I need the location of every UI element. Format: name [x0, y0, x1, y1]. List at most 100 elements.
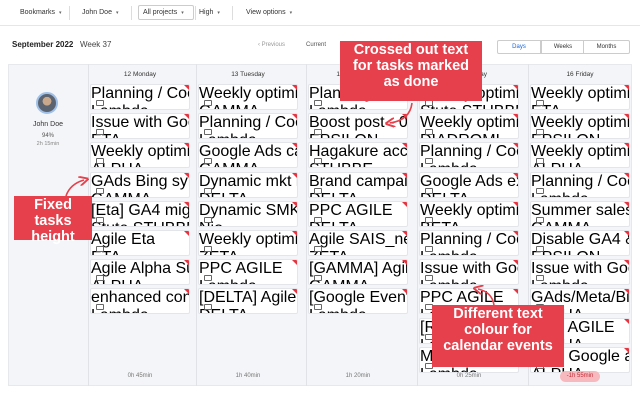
profile-percent: 94%: [41, 133, 54, 139]
task-card[interactable]: Weekly optimisationALPHA: [90, 142, 190, 169]
task-project: Stute STUBBE: [420, 103, 518, 109]
task-title: Agile Alpha Susan/John: [91, 260, 189, 278]
task-card[interactable]: Planning / CoordinationLambda: [198, 113, 298, 140]
task-card[interactable]: Dynamic mkt instructionsDELTA: [198, 171, 298, 198]
task-card[interactable]: Weekly optimisationETA: [530, 84, 630, 110]
folder-icon: [314, 100, 322, 106]
current-button[interactable]: Current: [306, 42, 327, 48]
task-title: Issue with Google Ads/GMB: [91, 114, 189, 132]
task-project: Lambda: [420, 278, 518, 284]
task-project: Lambda: [91, 307, 189, 313]
task-card[interactable]: Disable GA4 & UA in GTMEPSILON: [530, 230, 630, 256]
task-card[interactable]: Brand campaign setup for ItalyDELTA: [308, 171, 408, 198]
task-card[interactable]: Weekly optimisationGAMMA: [198, 84, 298, 110]
view-button[interactable]: Months: [583, 40, 630, 54]
task-card[interactable]: Issue with Google Ads/GMBLambda: [419, 259, 519, 286]
task-card[interactable]: Weekly optimisationALPHA: [530, 142, 630, 169]
day-total: 1h 40min: [235, 373, 261, 379]
task-card[interactable]: Weekly optimisationBETA: [419, 200, 519, 227]
task-card[interactable]: Hagakure account structureSTUBBE: [308, 142, 408, 169]
task-card[interactable]: [GAMMA] AgileGAMMA: [308, 259, 408, 286]
task-card[interactable]: Summer sales - New ads setupGAMMA: [530, 200, 630, 227]
task-card[interactable]: Weekly optimisationDIADROMI: [419, 113, 519, 140]
task-card[interactable]: Google Ads extensions setupDELTA: [419, 171, 519, 198]
task-flag: [402, 114, 407, 120]
task-flag: [624, 143, 629, 149]
view-button[interactable]: Weeks: [541, 40, 585, 54]
folder-icon: [425, 216, 433, 223]
task-flag: [402, 172, 407, 178]
task-flag: [513, 85, 518, 90]
task-project: Lambda: [199, 132, 297, 138]
task-card[interactable]: Planning / CoordinationLambda: [90, 84, 190, 110]
task-card[interactable]: Issue with Google Ads/GMBETA: [90, 113, 190, 140]
dropdown-chevron: ▾: [217, 10, 220, 16]
task-card[interactable]: Issue with Google Ads/GMBLambda: [530, 259, 630, 286]
toolbar-dropdown[interactable]: John Doe ▾: [72, 7, 130, 19]
task-card[interactable]: [Google Event] Video LabLambda: [308, 288, 408, 315]
task-project: ETA: [91, 132, 189, 138]
task-card[interactable]: Google Ads campaigns setupGAMMA: [198, 142, 298, 169]
task-project: ZETA: [199, 249, 297, 255]
task-card[interactable]: Boost post - 09/22EPSILON: [308, 113, 408, 140]
task-flag: [402, 260, 407, 266]
folder-icon: [314, 275, 322, 282]
toolbar-dropdown[interactable]: All projects ▾: [138, 5, 194, 20]
folder-icon: [96, 246, 104, 252]
task-card[interactable]: Agile EtaETA: [90, 230, 190, 256]
toolbar-dropdown[interactable]: Bookmarks ▾: [10, 7, 68, 19]
view-button[interactable]: Days: [497, 40, 541, 54]
task-title: Weekly optimisation: [91, 143, 190, 161]
task-flag: [184, 172, 189, 178]
task-card[interactable]: GAds Bing sync + Setup GA4GAMMA: [90, 171, 190, 198]
task-flag: [624, 289, 629, 295]
task-project: ETA: [91, 249, 189, 255]
task-card[interactable]: [DELTA] AgileDELTA: [198, 288, 298, 315]
task-flag: [402, 143, 407, 149]
task-card[interactable]: Weekly optimisationZETA: [198, 230, 298, 256]
task-title: Agile Eta: [91, 231, 156, 248]
task-flag: [624, 260, 629, 266]
task-title: Weekly optimisation: [531, 114, 630, 132]
folder-icon: [204, 216, 212, 223]
toolbar-dropdown[interactable]: View options ▾: [236, 7, 306, 19]
task-flag: [292, 143, 297, 149]
task-card[interactable]: Dynamic SMKT setup (follow upNio: [198, 200, 298, 227]
column-divider: [417, 64, 418, 386]
task-card[interactable]: enhanced conversions +Lambda: [90, 288, 190, 315]
task-title: Hagakure account structure: [309, 143, 408, 161]
toolbar-separator: [195, 6, 196, 20]
task-title: PPC AGILE: [199, 260, 283, 278]
task-title: Issue with Google Ads/GMB: [420, 260, 518, 278]
task-title: Boost post - 09/22: [309, 114, 408, 132]
folder-icon: [536, 158, 544, 165]
task-card[interactable]: Planning / CoordinationLambda: [530, 171, 630, 198]
previous-label: Previous: [261, 42, 286, 48]
task-card[interactable]: PPC AGILEDELTA: [308, 200, 408, 227]
previous-button[interactable]: ‹ Previous: [258, 42, 286, 48]
task-card[interactable]: Planning / CoordinationLambda: [419, 230, 519, 256]
column-divider: [196, 64, 197, 386]
task-card[interactable]: Planning / CoordinationLambda: [419, 142, 519, 169]
folder-icon: [204, 129, 212, 136]
task-card[interactable]: Agile SAIS_newZETA: [308, 230, 408, 256]
task-title: Planning / Coordination: [420, 231, 518, 248]
task-project: Lambda: [199, 278, 297, 284]
task-project: EPSILON: [309, 132, 407, 138]
task-project: ZETA: [309, 249, 407, 255]
folder-icon: [204, 304, 212, 311]
task-title: enhanced conversions +: [91, 289, 189, 307]
folder-icon: [425, 129, 433, 136]
toolbar-dropdown[interactable]: High ▾: [199, 7, 231, 19]
task-card[interactable]: Agile Alpha Susan/JohnALPHA: [90, 259, 190, 286]
task-title: Weekly optimisation: [420, 201, 519, 219]
profile-name: John Doe: [33, 121, 63, 128]
task-card[interactable]: Weekly optimisationEPSILON: [530, 113, 630, 140]
task-title: Weekly optimisation: [420, 114, 519, 132]
task-flag: [292, 114, 297, 120]
task-title: [GAMMA] Agile: [309, 260, 408, 278]
folder-icon: [425, 246, 433, 252]
task-card[interactable]: PPC AGILELambda: [198, 259, 298, 286]
task-card[interactable]: [Eta] GA4 migrationStute STUBBE: [90, 200, 190, 227]
